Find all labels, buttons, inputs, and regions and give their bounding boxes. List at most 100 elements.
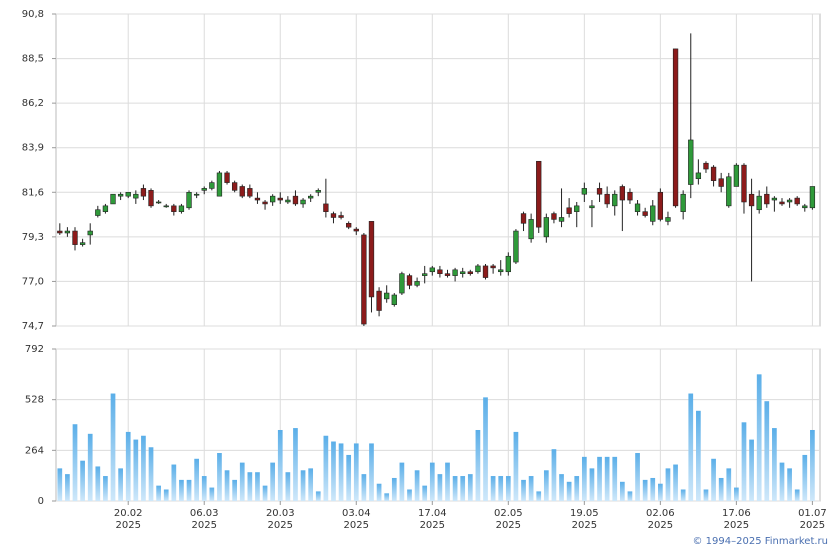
candle-body: [277, 197, 283, 201]
candle-body: [695, 172, 702, 180]
candle-body: [482, 265, 489, 278]
y-tick-label: 79,3: [22, 232, 44, 243]
candle-body: [353, 228, 359, 232]
volume-bar: [346, 454, 352, 501]
candle-body: [779, 201, 785, 205]
candle-body: [444, 273, 451, 276]
volume-bar: [224, 470, 230, 501]
candle-body: [589, 205, 595, 209]
x-tick-year: 2025: [572, 520, 597, 531]
volume-tick-label: 528: [25, 395, 44, 406]
volume-bar: [239, 462, 245, 501]
candle-body: [665, 217, 671, 222]
volume-bar: [125, 431, 131, 501]
candle-body: [231, 182, 238, 191]
x-tick-year: 2025: [724, 520, 749, 531]
candle-body: [718, 178, 724, 187]
candle-body: [733, 164, 740, 187]
candle-body: [794, 197, 800, 205]
candle-body: [323, 203, 329, 212]
candle-body: [110, 193, 116, 205]
candle-body: [566, 207, 572, 214]
volume-bar: [726, 468, 732, 501]
candle-body: [95, 209, 101, 216]
volume-tick-label: 0: [38, 496, 44, 507]
candle-body: [802, 205, 808, 209]
x-tick-label: 20.03: [266, 508, 295, 519]
candle-body: [72, 230, 78, 245]
candle-body: [771, 197, 778, 201]
volume-bar: [95, 466, 101, 501]
candle-body: [171, 205, 177, 212]
candle-body: [680, 193, 686, 212]
volume-bar: [528, 476, 534, 501]
volume-bar: [505, 476, 511, 501]
candle-body: [710, 166, 717, 181]
x-tick-label: 02.05: [494, 508, 523, 519]
candle-body: [642, 211, 648, 216]
volume-bar: [772, 428, 777, 501]
volume-bar: [779, 462, 785, 501]
candle-body: [361, 234, 367, 325]
candle-body: [338, 215, 344, 218]
candle-body: [619, 186, 626, 201]
volume-bar: [574, 476, 580, 501]
volume-bar: [703, 489, 709, 501]
volume-bar: [141, 435, 146, 501]
x-tick-label: 02.06: [646, 508, 675, 519]
volume-bar: [255, 472, 260, 501]
candle-body: [247, 188, 253, 197]
volume-bar: [247, 472, 253, 501]
candle-body: [117, 193, 124, 197]
volume-bar: [72, 424, 78, 501]
candle-body: [551, 213, 557, 220]
candle-body: [688, 139, 694, 185]
volume-bar: [414, 470, 420, 501]
volume-bar: [270, 462, 276, 501]
candle-body: [452, 269, 458, 276]
volume-bar: [262, 485, 268, 501]
candle-body: [140, 188, 147, 197]
candle-body: [748, 193, 755, 207]
candle-body: [133, 193, 139, 199]
volume-bar: [658, 483, 663, 501]
candle-body: [528, 219, 534, 240]
volume-bar: [718, 477, 724, 501]
volume-bar: [148, 447, 154, 501]
candle-body: [300, 199, 306, 205]
volume-bar: [65, 474, 70, 501]
candle-body: [368, 221, 375, 298]
candle-body: [741, 164, 747, 203]
volume-bar: [87, 433, 93, 501]
candle-body: [543, 217, 549, 238]
volume-bar: [232, 479, 238, 501]
candle-body: [574, 205, 580, 212]
candle-body: [315, 190, 321, 193]
candle-body: [650, 205, 656, 222]
candle-body: [429, 267, 435, 273]
candle-body: [224, 172, 230, 183]
volume-bar: [133, 439, 139, 501]
volume-bar: [315, 491, 321, 501]
candle-body: [285, 199, 291, 203]
volume-bar: [353, 443, 359, 501]
volume-bar: [513, 431, 519, 501]
volume-bar: [642, 479, 648, 501]
volume-bar: [186, 479, 192, 501]
candle-body: [756, 195, 762, 211]
candle-body: [726, 176, 732, 207]
x-tick-year: 2025: [800, 520, 825, 531]
volume-bar: [711, 458, 716, 501]
volume-bar: [194, 458, 199, 501]
candle-body: [809, 186, 816, 209]
candle-body: [262, 201, 268, 205]
y-tick-label: 88,5: [22, 54, 44, 65]
x-tick-year: 2025: [268, 520, 293, 531]
volume-bar: [543, 470, 549, 501]
candle-body: [406, 275, 413, 286]
volume-bar: [217, 453, 222, 501]
volume-bar: [794, 489, 800, 501]
volume-bar: [156, 485, 161, 501]
candle-body: [239, 186, 245, 197]
volume-bar: [536, 491, 542, 501]
